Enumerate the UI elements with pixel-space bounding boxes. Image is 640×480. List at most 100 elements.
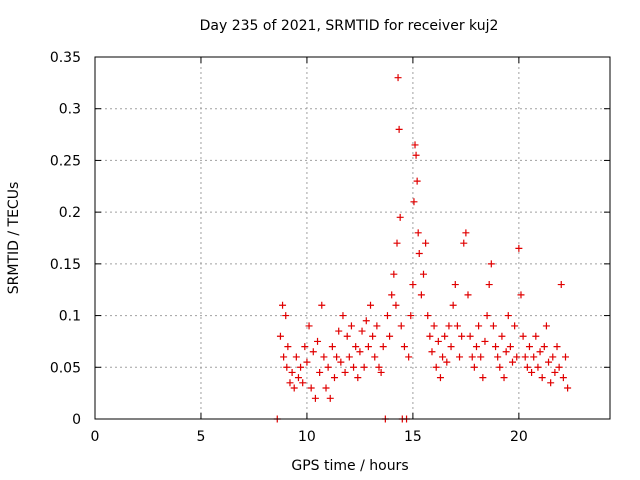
data-point-marker xyxy=(475,322,483,330)
data-point-marker xyxy=(498,332,506,340)
data-point-marker xyxy=(511,322,519,330)
data-point-marker xyxy=(542,322,550,330)
data-point-marker xyxy=(292,353,300,361)
data-point-marker xyxy=(345,353,353,361)
data-point-marker xyxy=(472,343,480,351)
data-point-marker xyxy=(434,337,442,345)
data-point-marker xyxy=(534,363,542,371)
y-axis: 0 0.05 0.1 0.15 0.2 0.25 0.3 0.35 xyxy=(50,50,610,428)
data-point-marker xyxy=(352,343,360,351)
data-point-marker xyxy=(350,363,358,371)
data-point-marker xyxy=(320,353,328,361)
data-point-marker xyxy=(458,332,466,340)
data-point-marker xyxy=(496,363,504,371)
data-point-marker xyxy=(311,394,319,402)
data-point-marker xyxy=(373,322,381,330)
data-point-marker xyxy=(555,363,563,371)
data-point-marker xyxy=(386,332,394,340)
data-point-marker xyxy=(413,177,421,185)
data-point-marker xyxy=(395,125,403,133)
data-point-marker xyxy=(426,332,434,340)
data-point-marker xyxy=(309,348,317,356)
data-point-marker xyxy=(430,322,438,330)
data-point-marker xyxy=(530,353,538,361)
data-points xyxy=(273,74,572,423)
data-point-marker xyxy=(318,301,326,309)
x-tick-label: 20 xyxy=(510,429,528,445)
data-point-marker xyxy=(479,374,487,382)
data-point-marker xyxy=(354,374,362,382)
data-point-marker xyxy=(536,348,544,356)
data-point-marker xyxy=(335,327,343,335)
data-point-marker xyxy=(371,353,379,361)
data-point-marker xyxy=(564,384,572,392)
data-point-marker xyxy=(553,343,561,351)
data-point-marker xyxy=(405,353,413,361)
data-point-marker xyxy=(419,270,427,278)
data-point-marker xyxy=(326,394,334,402)
data-point-marker xyxy=(447,343,455,351)
data-point-marker xyxy=(460,239,468,247)
grid-lines xyxy=(95,57,610,419)
chart-title: Day 235 of 2021, SRMTID for receiver kuj… xyxy=(200,18,499,34)
data-point-marker xyxy=(303,358,311,366)
data-point-marker xyxy=(364,343,372,351)
x-tick-label: 15 xyxy=(404,429,422,445)
y-tick-label: 0 xyxy=(72,412,81,428)
data-point-marker xyxy=(393,239,401,247)
data-point-marker xyxy=(557,281,565,289)
x-tick-label: 0 xyxy=(91,429,100,445)
data-point-marker xyxy=(422,239,430,247)
data-point-marker xyxy=(466,332,474,340)
data-point-marker xyxy=(502,348,510,356)
data-point-marker xyxy=(415,250,423,258)
data-point-marker xyxy=(485,281,493,289)
data-point-marker xyxy=(523,363,531,371)
data-point-marker xyxy=(443,358,451,366)
data-point-marker xyxy=(432,363,440,371)
data-point-marker xyxy=(337,358,345,366)
data-point-marker xyxy=(489,322,497,330)
data-point-marker xyxy=(487,260,495,268)
data-point-marker xyxy=(540,343,548,351)
data-point-marker xyxy=(528,368,536,376)
data-point-marker xyxy=(549,353,557,361)
data-point-marker xyxy=(451,281,459,289)
data-point-marker xyxy=(283,363,291,371)
data-point-marker xyxy=(519,332,527,340)
data-point-marker xyxy=(299,379,307,387)
y-axis-label: SRMTID / TECUs xyxy=(6,182,22,295)
data-point-marker xyxy=(316,368,324,376)
y-tick-label: 0.25 xyxy=(50,153,81,169)
data-point-marker xyxy=(517,291,525,299)
x-axis: 0 5 10 15 20 xyxy=(91,57,528,445)
data-point-marker xyxy=(470,363,478,371)
data-point-marker xyxy=(328,343,336,351)
data-point-marker xyxy=(356,348,364,356)
data-point-marker xyxy=(428,348,436,356)
data-point-marker xyxy=(407,312,415,320)
data-point-marker xyxy=(477,353,485,361)
data-point-marker xyxy=(515,244,523,252)
x-tick-label: 10 xyxy=(298,429,316,445)
data-point-marker xyxy=(410,198,418,206)
y-tick-label: 0.15 xyxy=(50,257,81,273)
data-point-marker xyxy=(483,312,491,320)
data-point-marker xyxy=(280,353,288,361)
data-point-marker xyxy=(388,291,396,299)
data-point-marker xyxy=(525,343,533,351)
data-point-marker xyxy=(369,332,377,340)
data-point-marker xyxy=(396,213,404,221)
data-point-marker xyxy=(468,353,476,361)
data-point-marker xyxy=(347,322,355,330)
y-tick-label: 0.35 xyxy=(50,50,81,66)
data-point-marker xyxy=(333,353,341,361)
data-point-marker xyxy=(394,74,402,82)
data-point-marker xyxy=(412,151,420,159)
data-point-marker xyxy=(449,301,457,309)
data-point-marker xyxy=(279,301,287,309)
data-point-marker xyxy=(397,322,405,330)
x-axis-label: GPS time / hours xyxy=(291,458,408,474)
data-point-marker xyxy=(375,363,383,371)
y-tick-label: 0.3 xyxy=(59,102,81,118)
